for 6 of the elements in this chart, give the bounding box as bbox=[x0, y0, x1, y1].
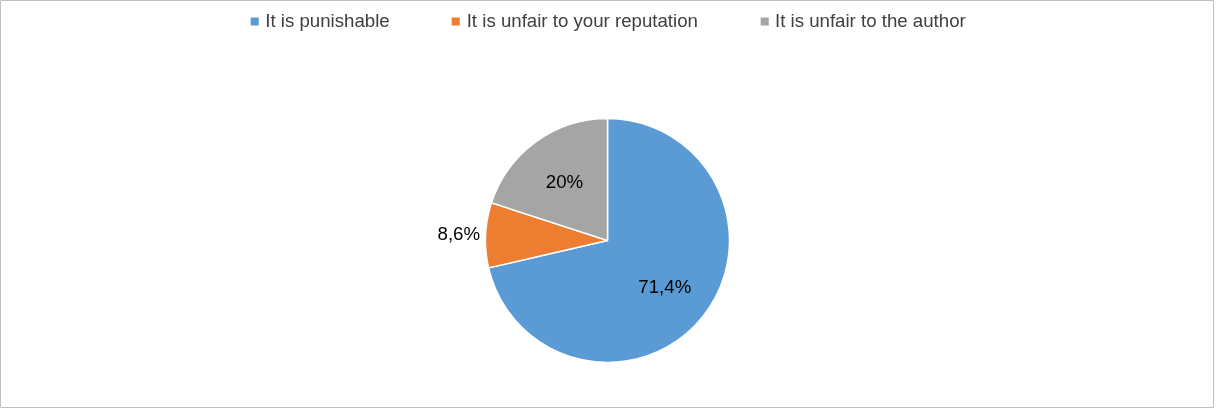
data-label: 8,6% bbox=[437, 223, 481, 245]
legend-label: It is unfair to your reputation bbox=[466, 10, 698, 32]
data-label: 71,4% bbox=[638, 275, 692, 297]
legend-label: It is punishable bbox=[265, 10, 390, 32]
data-label: 20% bbox=[545, 170, 584, 192]
legend-label: It is unfair to the author bbox=[774, 10, 966, 32]
